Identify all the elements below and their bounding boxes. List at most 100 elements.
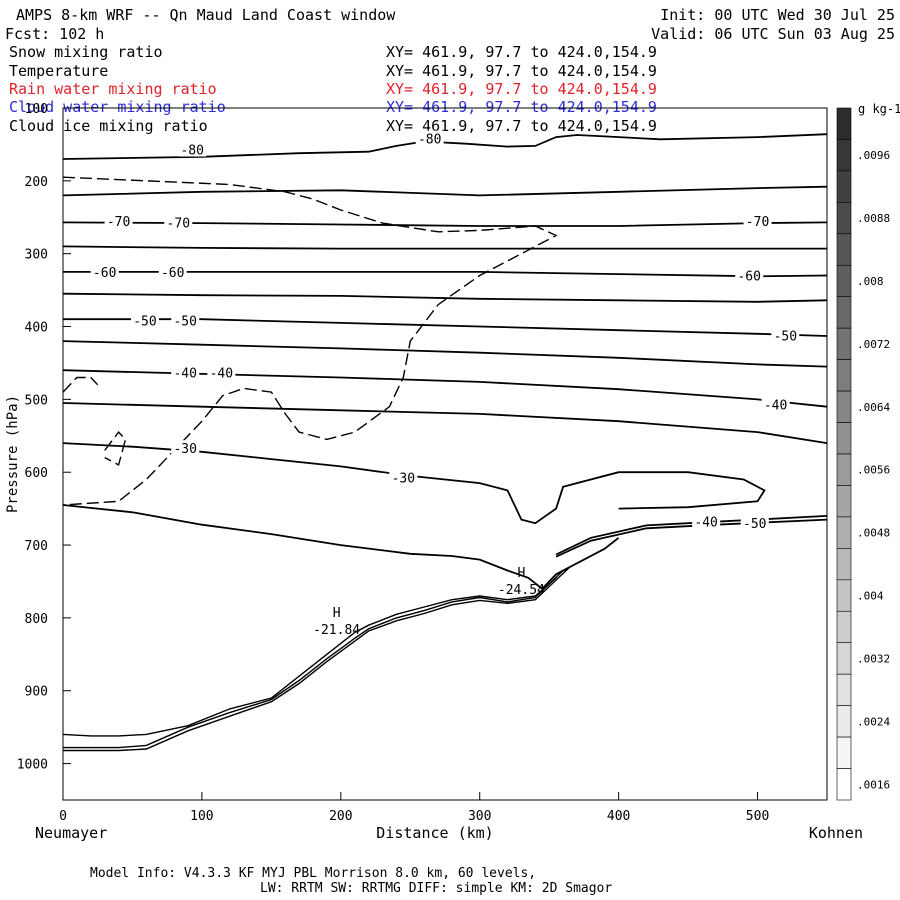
y-axis-label: Pressure (hPa) [5,395,21,513]
colorbar-bin [836,359,852,392]
colorbar-bin [836,610,852,644]
contour-label-bg [389,469,418,485]
temperature-contour [62,292,828,303]
right-endpoint-label: Kohnen [809,824,863,842]
x-axis-label: Distance (km) [376,824,493,842]
x-tick-label: 200 [329,809,352,824]
x-tick-label: 500 [746,809,769,824]
field-xy-rain: XY= 461.9, 97.7 to 424.0,154.9 [386,80,657,98]
contour-label: -80 [180,144,203,159]
temperature-contour [62,442,766,525]
colorbar-tick-label: .0024 [857,715,890,728]
contour-label-bg [771,327,800,343]
colorbar-bin [836,327,852,360]
terrain-layer [62,566,571,752]
temperature-contour [555,518,828,558]
contour-label-bg [761,396,790,412]
contour-label: -80 [418,133,441,148]
snow-contour [62,376,99,393]
contour-label: -50 [743,517,766,532]
contour-label-bg [104,212,133,228]
colorbar-bin [836,422,852,455]
y-tick-label: 500 [25,393,48,408]
colorbar-bin [836,107,852,140]
contour-label-bg [90,263,119,279]
contour-label: -40 [764,398,787,413]
colorbar-bin [836,233,852,266]
colorbar-tick-label: .0096 [857,149,890,162]
contour-label-bg [171,440,200,456]
left-endpoint-label: Neumayer [35,824,107,842]
colorbar-tick-label: .0072 [857,338,890,351]
temperature-contour [62,402,828,444]
contour-label: -40 [694,516,717,531]
terrain-line [62,577,557,737]
plot-area: -80-80-70 -70 -70-60 -60 -60-50 -50-50-40 -40-… [62,107,828,801]
colorbar-bin [836,453,852,486]
contour-label-bg [740,515,769,531]
contour-label-bg [171,312,200,328]
high-marker-letter: H [517,566,525,581]
y-tick-label: 1000 [17,758,48,773]
x-tick-label: 100 [190,809,213,824]
colorbar-bin [836,579,852,612]
y-tick-label: 400 [25,321,48,336]
figure-title: AMPS 8-km WRF -- Qn Maud Land Coast wind… [16,6,396,24]
x-axis: 0 100 200 300 400 500 [59,792,769,824]
field-label-cloud-ice: Cloud ice mixing ratio [9,117,208,135]
temperature-contour [62,185,828,197]
colorbar-tick-label: .008 [857,275,884,288]
init-time: Init: 00 UTC Wed 30 Jul 25 [660,6,895,24]
colorbar-unit-text: g kg-1 [858,102,900,116]
contour-label-bg [158,263,187,279]
temperature-contour [62,504,620,591]
contour-label-bg [130,312,159,328]
field-xy-temperature: XY= 461.9, 97.7 to 424.0,154.9 [386,62,657,80]
valid-time: Valid: 06 UTC Sun 03 Aug 25 [651,25,895,43]
contour-label: -50 [173,315,196,330]
field-xy-snow: XY= 461.9, 97.7 to 424.0,154.9 [386,43,657,61]
y-tick-label: 300 [25,248,48,263]
colorbar-bin [836,736,852,769]
terrain-line [63,566,571,752]
colorbar-bin [836,516,852,549]
contour-label-bg [164,214,193,230]
contour-label: -70 [746,215,769,230]
y-tick-label: 100 [25,102,48,117]
colorbar-bin [836,390,852,423]
model-info-line2: LW: RRTM SW: RRTMG DIFF: simple KM: 2D S… [260,881,612,896]
colorbar-bin [836,485,852,518]
contour-label: -30 [392,471,415,486]
temperature-contour [63,318,828,337]
model-info-line1: Model Info: V4.3.3 KF MYJ PBL Morrison 8… [90,866,536,881]
high-marker-letter: H [333,606,341,621]
high-marker-value: -21.84 [313,623,360,638]
contour-label: -70 [107,215,130,230]
y-tick-label: 200 [25,175,48,190]
colorbar-bin [836,264,852,298]
colorbar-tick-label: .0032 [857,652,890,665]
temperature-contour [62,245,827,250]
forecast-hour: Fcst: 102 h [5,25,104,43]
colorbar-bin [836,673,852,706]
colorbar-unit: g kg-1 [858,102,900,116]
temperature-contour [62,133,828,160]
snow-contour [62,176,558,506]
x-tick-label: 300 [468,809,491,824]
y-tick-label: 900 [25,685,48,700]
colorbar-bin [836,202,852,235]
contour-label: -60 [737,270,760,285]
colorbar-tick-label: .0048 [857,527,890,540]
temperature-contour-labels: -80-80-70 -70 -70-60 -60 -60-50 -50-50-40 -40-… [90,130,800,532]
contour-label: -40 [210,366,233,381]
temperature-contours [62,133,828,591]
colorbar-bin [836,705,852,738]
contour-label: -40 [173,366,196,381]
contour-label-bg [735,267,764,283]
y-tick-label: 700 [25,539,48,554]
plot-frame [62,107,828,801]
contour-label-bg [692,513,721,529]
field-legend: Snow mixing ratio XY= 461.9, 97.7 to 424… [9,43,657,135]
field-xy-cloud-water: XY= 461.9, 97.7 to 424.0,154.9 [386,98,657,116]
